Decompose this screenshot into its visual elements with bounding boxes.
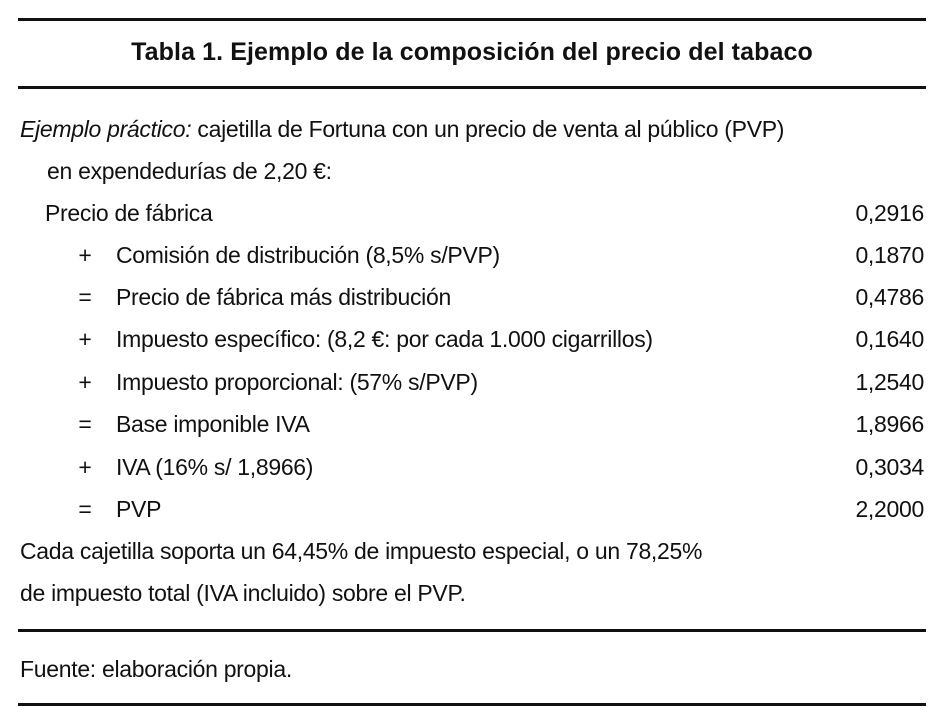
row-value: 0,1640 [855,326,924,352]
top-rule [18,18,926,21]
row-label: Base imponible IVA [116,411,310,437]
row-value: 1,8966 [855,411,924,437]
row-value: 0,3034 [855,454,924,480]
row-label: Precio de fábrica más distribución [116,284,451,310]
summary-line-2: de impuesto total (IVA incluido) sobre e… [0,572,942,614]
table-row: + Impuesto específico: (8,2 €: por cada … [0,318,942,360]
table-row: + Comisión de distribución (8,5% s/PVP) … [0,234,942,276]
summary-line-1: Cada cajetilla soporta un 64,45% de impu… [0,530,942,572]
row-label: PVP [116,496,162,522]
row-operator: + [78,369,92,395]
row-value: 0,4786 [855,284,924,310]
source-text: Fuente: elaboración propia. [20,656,292,682]
table-row: + IVA (16% s/ 1,8966) 0,3034 [0,446,942,488]
bottom-rule [18,703,926,706]
intro-line2-text: en expendedurías de 2,20 €: [47,158,332,184]
row-value: 1,2540 [855,369,924,395]
row-operator: + [78,454,92,480]
row-operator: + [78,242,92,268]
row-operator: = [78,411,92,437]
row-value: 2,2000 [855,496,924,522]
intro-line-1: Ejemplo práctico: cajetilla de Fortuna c… [0,108,942,150]
intro-line-2: en expendedurías de 2,20 €: [0,150,942,192]
row-operator: + [78,326,92,352]
source-note: Fuente: elaboración propia. [0,648,942,690]
body-divider [18,629,926,632]
intro-line1-rest: cajetilla de Fortuna con un precio de ve… [191,116,785,142]
title-divider [18,86,926,89]
summary-text-2: de impuesto total (IVA incluido) sobre e… [20,580,466,606]
row-value: 0,1870 [855,242,924,268]
table-row: = PVP 2,2000 [0,488,942,530]
row-value: 0,2916 [855,200,924,226]
row-label: Impuesto específico: (8,2 €: por cada 1.… [116,326,653,352]
row-label: Comisión de distribución (8,5% s/PVP) [116,242,500,268]
table-row: Precio de fábrica 0,2916 [0,192,942,234]
row-label: Impuesto proporcional: (57% s/PVP) [116,369,478,395]
table-title: Tabla 1. Ejemplo de la composición del p… [131,38,813,66]
table-row: = Precio de fábrica más distribución 0,4… [0,276,942,318]
row-label: IVA (16% s/ 1,8966) [116,454,314,480]
table-row: + Impuesto proporcional: (57% s/PVP) 1,2… [0,361,942,403]
row-operator: = [78,496,92,522]
summary-text-1: Cada cajetilla soporta un 64,45% de impu… [20,538,703,564]
intro-text: Ejemplo práctico: cajetilla de Fortuna c… [20,108,784,150]
row-label: Precio de fábrica [45,200,213,226]
table-row: = Base imponible IVA 1,8966 [0,403,942,445]
intro-italic-prefix: Ejemplo práctico: [20,116,192,142]
row-operator: = [78,284,92,310]
